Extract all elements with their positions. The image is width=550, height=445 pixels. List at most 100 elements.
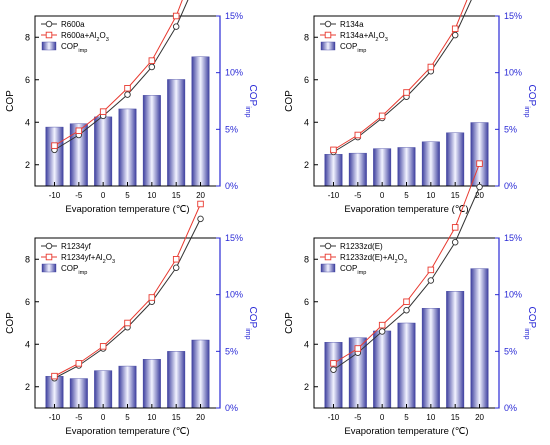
- chart-panel-1: 2 4 6 8 0% 5% 10% 15% -10 -5 0 5 10 15 20 Evaporation t…: [5, 0, 258, 215]
- bar-copimp: [191, 339, 210, 409]
- right-tick-label: 0%: [504, 181, 517, 191]
- left-tick-label: 4: [25, 339, 30, 349]
- x-tick-label: 10: [147, 191, 156, 200]
- point-marker: [148, 63, 156, 71]
- x-tick-label: 0: [380, 191, 385, 200]
- point-marker: [124, 319, 131, 327]
- right-tick-label: 10%: [504, 68, 522, 78]
- left-tick-label: 4: [25, 117, 30, 127]
- x-axis-label: Evaporation temperature (℃): [344, 426, 468, 437]
- point-marker: [75, 127, 83, 134]
- legend-swatch: [320, 263, 336, 273]
- x-tick-label: -10: [49, 413, 61, 422]
- left-tick-label: 4: [304, 117, 309, 127]
- bar-copimp: [373, 330, 392, 409]
- right-axis-label: COPimp: [245, 307, 259, 340]
- bar-copimp: [69, 378, 88, 409]
- right-axis-label: COPimp: [524, 85, 538, 118]
- legend-marker: [324, 20, 332, 28]
- point-marker: [75, 360, 83, 367]
- x-tick-label: -10: [328, 413, 340, 422]
- bar-copimp: [191, 56, 210, 187]
- chart-panel-3: 2 4 6 8 0% 5% 10% 15% -10 -5 0 5 10 15 20 Evaporation t…: [5, 200, 259, 437]
- x-tick-label: 0: [101, 191, 106, 200]
- x-tick-label: -5: [75, 413, 83, 422]
- left-tick-label: 2: [304, 382, 309, 392]
- point-marker: [330, 366, 337, 374]
- legend-label: R1233zd(E): [340, 242, 383, 251]
- right-tick-label: 10%: [225, 290, 243, 300]
- right-tick-label: 5%: [225, 124, 238, 134]
- legend-swatch: [41, 41, 57, 51]
- x-tick-label: 10: [147, 413, 156, 422]
- left-tick-label: 4: [304, 339, 309, 349]
- point-marker: [427, 266, 435, 274]
- x-tick-label: 5: [404, 413, 409, 422]
- legend-label: R1233zd(E)+Al2O3: [340, 253, 407, 265]
- legend-label: COPimp: [61, 42, 87, 54]
- point-marker: [451, 25, 459, 33]
- chart-panel-2: 2 4 6 8 0% 5% 10% 15% -10 -5 0 5 10 15 20 Evaporation t…: [284, 0, 537, 215]
- bar-copimp: [348, 152, 367, 187]
- legend-marker: [45, 253, 53, 261]
- bar-copimp: [324, 342, 343, 409]
- bar-copimp: [470, 268, 489, 409]
- x-axis-label: Evaporation temperature (℃): [65, 204, 189, 215]
- point-marker: [124, 84, 131, 92]
- x-axis-label: Evaporation temperature (℃): [65, 426, 189, 437]
- x-tick-label: 10: [426, 191, 435, 200]
- left-tick-label: 8: [304, 254, 309, 264]
- right-tick-label: 15%: [225, 233, 243, 243]
- bar-copimp: [446, 291, 465, 409]
- point-marker: [354, 345, 362, 352]
- x-tick-label: 20: [196, 191, 205, 200]
- point-marker: [427, 277, 435, 284]
- left-tick-label: 6: [304, 75, 309, 85]
- bar-copimp: [94, 116, 113, 187]
- point-marker: [172, 12, 180, 20]
- x-tick-label: 5: [404, 191, 409, 200]
- bar-copimp: [397, 322, 416, 409]
- right-axis-label: COPimp: [524, 307, 538, 340]
- bar-copimp: [167, 79, 186, 187]
- left-tick-label: 6: [304, 297, 309, 307]
- left-tick-label: 8: [25, 32, 30, 42]
- point-marker: [51, 142, 58, 149]
- bar-copimp: [470, 122, 489, 187]
- legend-marker: [324, 253, 332, 261]
- point-marker: [172, 256, 180, 263]
- right-tick-label: 15%: [504, 233, 522, 243]
- x-tick-label: 15: [172, 413, 181, 422]
- legend-label: COPimp: [61, 264, 87, 276]
- point-marker: [403, 307, 410, 314]
- point-marker: [476, 183, 483, 191]
- legend-marker: [324, 31, 332, 39]
- x-tick-label: 0: [380, 413, 385, 422]
- x-tick-label: 20: [475, 191, 484, 200]
- point-marker: [403, 298, 410, 306]
- bar-copimp: [324, 154, 343, 187]
- legend-marker: [324, 242, 332, 250]
- point-marker: [378, 112, 386, 120]
- x-tick-label: 20: [196, 413, 205, 422]
- x-tick-label: 0: [101, 413, 106, 422]
- point-marker: [378, 328, 386, 335]
- x-tick-label: 10: [426, 413, 435, 422]
- x-tick-label: 5: [125, 191, 130, 200]
- x-tick-label: 15: [451, 191, 460, 200]
- point-marker: [51, 372, 58, 380]
- right-tick-label: 0%: [225, 181, 238, 191]
- right-tick-label: 0%: [504, 403, 517, 413]
- x-tick-label: -10: [328, 191, 340, 200]
- point-marker: [197, 200, 204, 208]
- point-marker: [148, 294, 156, 301]
- left-tick-label: 2: [304, 160, 309, 170]
- left-tick-label: 6: [25, 297, 30, 307]
- x-tick-label: 15: [172, 191, 181, 200]
- legend-label: R600a+Al2O3: [61, 31, 109, 43]
- bar-copimp: [142, 359, 161, 409]
- legend-label: R134a+Al2O3: [340, 31, 388, 43]
- left-axis-label: COP: [5, 312, 16, 334]
- x-tick-label: -5: [354, 413, 362, 422]
